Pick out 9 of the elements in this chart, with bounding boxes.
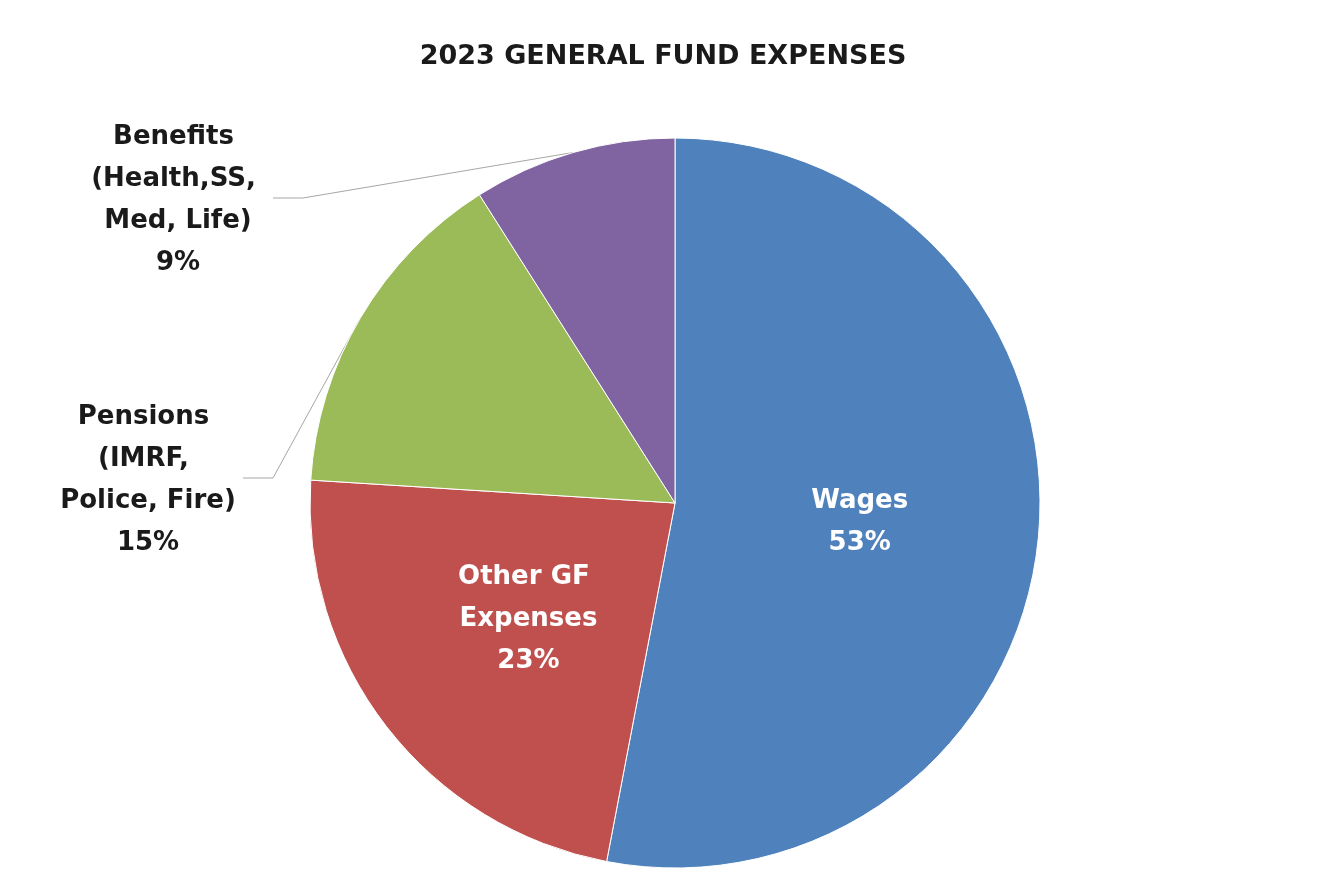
slice-label: Wages [811, 484, 909, 515]
slice-label: Other GF Expenses [458, 559, 599, 632]
data-label: 15% [116, 526, 180, 556]
chart-title: 2023 GENERAL FUND EXPENSES [419, 39, 907, 70]
data-label: 23% [497, 643, 560, 674]
data-label: 53% [828, 526, 891, 557]
slice-label: Pensions (IMRF, Police, Fire) [60, 400, 236, 514]
data-label: 9% [155, 246, 201, 276]
slice-label: Benefits (Health,SS, Med, Life) [91, 120, 265, 234]
